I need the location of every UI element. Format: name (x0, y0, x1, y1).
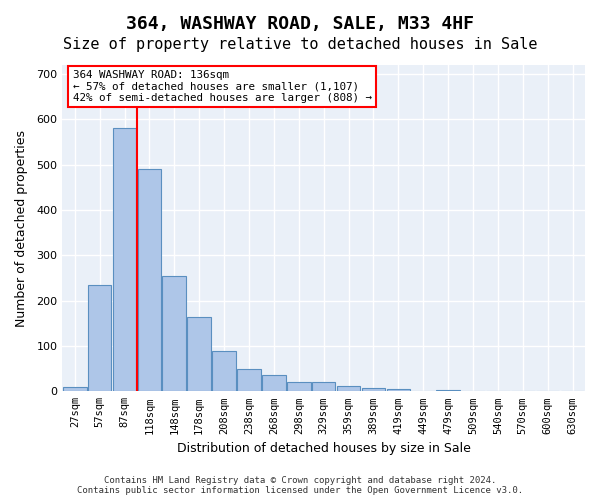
Bar (88, 285, 112, 392)
Bar (262, 376, 286, 392)
Text: 364, WASHWAY ROAD, SALE, M33 4HF: 364, WASHWAY ROAD, SALE, M33 4HF (126, 15, 474, 33)
Bar (187, 316, 211, 392)
Bar (212, 350, 236, 392)
Bar (436, 390, 460, 392)
Bar (386, 389, 410, 392)
Bar (312, 382, 335, 392)
Bar (113, 128, 136, 392)
Bar (63, 387, 86, 392)
Bar (163, 276, 186, 392)
X-axis label: Distribution of detached houses by size in Sale: Distribution of detached houses by size … (177, 442, 470, 455)
Bar (362, 388, 385, 392)
Text: Contains HM Land Registry data © Crown copyright and database right 2024.
Contai: Contains HM Land Registry data © Crown c… (77, 476, 523, 495)
Bar (137, 169, 161, 392)
Text: 364 WASHWAY ROAD: 136sqm
← 57% of detached houses are smaller (1,107)
42% of sem: 364 WASHWAY ROAD: 136sqm ← 57% of detach… (73, 70, 372, 103)
Bar (287, 382, 311, 392)
Bar (237, 368, 261, 392)
Bar (337, 386, 361, 392)
Y-axis label: Number of detached properties: Number of detached properties (15, 130, 28, 326)
Text: Size of property relative to detached houses in Sale: Size of property relative to detached ho… (63, 38, 537, 52)
